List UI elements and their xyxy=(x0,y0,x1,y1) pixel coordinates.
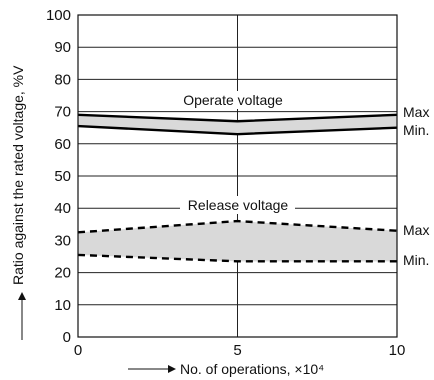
y-tick-label: 80 xyxy=(54,71,71,88)
y-tick-label: 70 xyxy=(54,104,71,121)
release-max-label: Max xyxy=(403,222,429,238)
plot-frame xyxy=(77,14,398,338)
y-tick-label: 30 xyxy=(54,232,71,249)
y-tick-label: 100 xyxy=(46,7,71,24)
operate-voltage-label: Operate voltage xyxy=(183,92,283,108)
band-1 xyxy=(78,221,397,262)
x-tick-label: 5 xyxy=(233,342,241,359)
x-axis-title: No. of operations, ×10⁴ xyxy=(180,361,324,377)
series-1-min-line xyxy=(77,253,397,263)
series-0-min-line xyxy=(77,124,398,136)
release-voltage-label: Release voltage xyxy=(188,197,289,213)
grid xyxy=(77,14,398,338)
y-tick-label: 90 xyxy=(54,39,71,56)
y-axis-title: Ratio against the rated voltage, %V xyxy=(10,65,26,285)
release-label-bg xyxy=(180,196,295,214)
x-axis-arrow-head xyxy=(168,365,176,373)
tick-labels: 0 10 20 30 40 50 60 70 80 90 100 0 5 10 xyxy=(46,7,405,359)
release-min-label: Min. xyxy=(403,252,429,268)
operate-label-bg xyxy=(174,91,292,109)
y-tick-label: 60 xyxy=(54,136,71,153)
y-tick-label: 50 xyxy=(54,168,71,185)
x-tick-label: 0 xyxy=(74,342,82,359)
y-tick-label: 10 xyxy=(54,297,71,314)
y-tick-label: 0 xyxy=(63,329,71,346)
series-1-max-line xyxy=(77,219,398,234)
operate-min-label: Min. xyxy=(403,122,429,138)
x-tick-label: 10 xyxy=(389,342,406,359)
series-lines xyxy=(77,113,398,263)
operate-max-label: Max xyxy=(403,104,429,120)
y-axis-arrow-head xyxy=(18,292,26,300)
y-tick-label: 40 xyxy=(54,200,71,217)
series-0-max-line xyxy=(77,113,398,123)
y-tick-label: 20 xyxy=(54,265,71,282)
